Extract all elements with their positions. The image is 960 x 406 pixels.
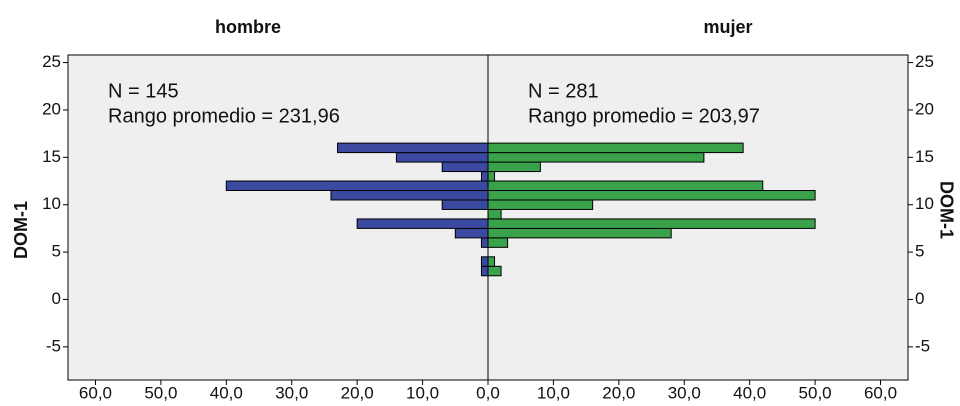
y-tick-label: 25: [42, 52, 61, 71]
y-tick-label: 10: [915, 194, 934, 213]
x-tick-label: 60,0: [864, 383, 897, 401]
bar: [454, 227, 489, 239]
x-tick-label: 40,0: [210, 383, 243, 401]
bar: [487, 180, 764, 191]
y-tick-label: 15: [915, 147, 934, 166]
bar: [356, 218, 489, 229]
x-tick-label: 40,0: [733, 383, 766, 401]
y-tick-label: 5: [915, 242, 924, 261]
bar: [225, 180, 489, 191]
bar: [480, 265, 489, 277]
bar: [487, 265, 502, 277]
y-tick-label: 25: [915, 52, 934, 71]
y-tick-label: 10: [42, 194, 61, 213]
y-axis-label: DOM-1: [936, 181, 956, 239]
x-tick-label: 50,0: [799, 383, 832, 401]
bar: [487, 218, 816, 229]
y-tick-label: -5: [915, 336, 930, 355]
x-tick-label: 0,0: [476, 383, 500, 401]
x-tick-label: 20,0: [341, 383, 374, 401]
bar: [487, 161, 541, 173]
annotation: Rango promedio = 203,97: [528, 105, 760, 127]
x-tick-label: 60,0: [79, 383, 112, 401]
bar: [480, 237, 489, 248]
y-axis-label: DOM-1: [11, 201, 31, 259]
bar: [487, 171, 496, 182]
y-tick-label: 0: [915, 289, 924, 308]
y-tick-label: 0: [52, 289, 61, 308]
y-tick-label: 5: [52, 242, 61, 261]
x-tick-label: 30,0: [275, 383, 308, 401]
bar: [487, 227, 672, 239]
x-tick-label: 50,0: [144, 383, 177, 401]
bar: [487, 142, 744, 154]
y-tick-label: -5: [46, 336, 61, 355]
bar: [487, 189, 816, 201]
y-tick-label: 15: [42, 147, 61, 166]
bar: [487, 208, 502, 220]
x-tick-label: 30,0: [668, 383, 701, 401]
bar: [487, 237, 509, 248]
bar: [487, 199, 594, 210]
panel-title: mujer: [703, 17, 752, 37]
bar: [480, 171, 489, 182]
x-tick-label: 10,0: [537, 383, 570, 401]
bar: [337, 142, 489, 154]
bar: [395, 152, 489, 163]
bar: [441, 199, 489, 210]
y-tick-label: 20: [42, 99, 61, 118]
x-tick-label: 10,0: [406, 383, 439, 401]
bar: [330, 189, 489, 201]
bar: [487, 152, 705, 163]
panel-title: hombre: [215, 17, 281, 37]
annotation: N = 145: [108, 80, 179, 102]
x-tick-label: 20,0: [602, 383, 635, 401]
bar: [441, 161, 489, 173]
annotation: N = 281: [528, 80, 599, 102]
annotation: Rango promedio = 231,96: [108, 105, 340, 127]
y-tick-label: 20: [915, 99, 934, 118]
bar: [487, 256, 496, 267]
bar: [480, 256, 489, 267]
